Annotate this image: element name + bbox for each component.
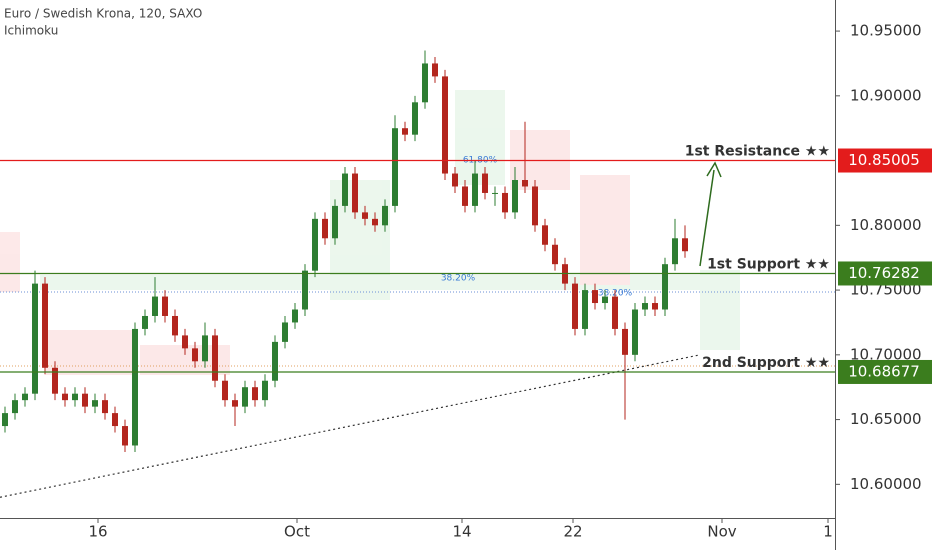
price-tag: [838, 359, 932, 384]
candle-body: [412, 102, 418, 135]
candle-body: [222, 380, 228, 401]
candle-body: [462, 186, 468, 206]
candle-body: [592, 290, 598, 304]
x-tick-label: 16: [88, 523, 107, 541]
candle-body: [122, 426, 128, 446]
candle-body: [62, 393, 68, 401]
ichimoku-cloud: [0, 90, 740, 375]
candle-body: [512, 180, 518, 213]
y-tick-label: 10.60000: [850, 475, 922, 493]
candle-body: [312, 218, 318, 271]
candle-body: [572, 283, 578, 329]
candle-body: [52, 367, 58, 394]
price-tag-label: 10.68677: [848, 362, 920, 380]
candle-body: [332, 205, 338, 239]
candle-body: [342, 173, 348, 206]
candle-body: [672, 238, 678, 265]
price-tag-label: 10.76282: [848, 264, 920, 282]
y-tick-label: 10.95000: [850, 22, 922, 40]
candle-body: [182, 335, 188, 349]
candle-body: [212, 335, 218, 381]
candle-body: [452, 173, 458, 187]
candle-body: [282, 322, 288, 342]
x-tick-label: Oct: [284, 523, 310, 541]
price-tag: [838, 261, 932, 286]
x-tick-label: 1: [823, 523, 833, 541]
candle-body: [362, 212, 368, 219]
candle-body: [522, 180, 528, 187]
candle-body: [262, 380, 268, 401]
candle-body: [642, 303, 648, 310]
candle-body: [682, 238, 688, 252]
candle-body: [392, 128, 398, 206]
chart-subtitle: Ichimoku: [4, 24, 58, 38]
fib-label: 38.20%: [441, 274, 476, 284]
candle-body: [442, 76, 448, 174]
candle-body: [322, 218, 328, 239]
candle-body: [352, 173, 358, 213]
candle-body: [72, 393, 78, 401]
candle-body: [382, 205, 388, 226]
y-tick-label: 10.65000: [850, 410, 922, 428]
candle-body: [172, 315, 178, 336]
candle-body: [582, 290, 588, 329]
y-tick-label: 10.90000: [850, 86, 922, 104]
y-tick-label: 10.80000: [850, 216, 922, 234]
candle-body: [132, 328, 138, 446]
candle-body: [292, 309, 298, 323]
candle-body: [662, 264, 668, 310]
candle-body: [42, 283, 48, 368]
candle-body: [472, 173, 478, 206]
candle-body: [202, 335, 208, 362]
candle-body: [632, 309, 638, 355]
candle-body: [252, 387, 258, 401]
candle-body: [542, 225, 548, 245]
chart-title: Euro / Swedish Krona, 120, SAXO: [4, 7, 202, 21]
candle-body: [602, 296, 608, 304]
level-label: 2nd Support ★★: [702, 355, 830, 371]
candle-body: [482, 173, 488, 193]
candle-body: [112, 413, 118, 427]
candle-body: [492, 192, 498, 194]
x-tick-label: 14: [452, 523, 471, 541]
candle-body: [612, 296, 618, 329]
candle-body: [2, 413, 8, 427]
price-tag: [838, 148, 932, 173]
candle-body: [32, 283, 38, 394]
candle-body: [192, 348, 198, 362]
level-label: 1st Support ★★: [707, 256, 830, 272]
candle-body: [22, 393, 28, 401]
candle-body: [242, 387, 248, 407]
candle-body: [402, 128, 408, 135]
candle-body: [302, 270, 308, 310]
candle-body: [532, 186, 538, 226]
candle-body: [232, 400, 238, 407]
x-tick-label: Nov: [707, 523, 736, 541]
candle-body: [82, 393, 88, 407]
candle-body: [152, 296, 158, 316]
candle-body: [12, 400, 18, 414]
trendline: [0, 354, 701, 498]
level-label: 1st Resistance ★★: [685, 144, 830, 160]
candle-body: [372, 218, 378, 226]
candle-body: [422, 63, 428, 103]
y-tick-label: 10.70000: [850, 345, 922, 363]
candle-body: [92, 400, 98, 407]
arrow: [699, 161, 722, 267]
x-tick-label: 22: [563, 523, 582, 541]
candle-body: [162, 296, 168, 316]
candle-body: [622, 328, 628, 355]
candle-body: [552, 244, 558, 265]
candle-body: [502, 192, 508, 213]
candle-body: [102, 400, 108, 414]
candle-body: [142, 315, 148, 329]
candle-body: [272, 341, 278, 381]
candle-body: [652, 303, 658, 310]
price-tag-label: 10.85005: [848, 151, 920, 169]
candle-body: [432, 63, 438, 77]
